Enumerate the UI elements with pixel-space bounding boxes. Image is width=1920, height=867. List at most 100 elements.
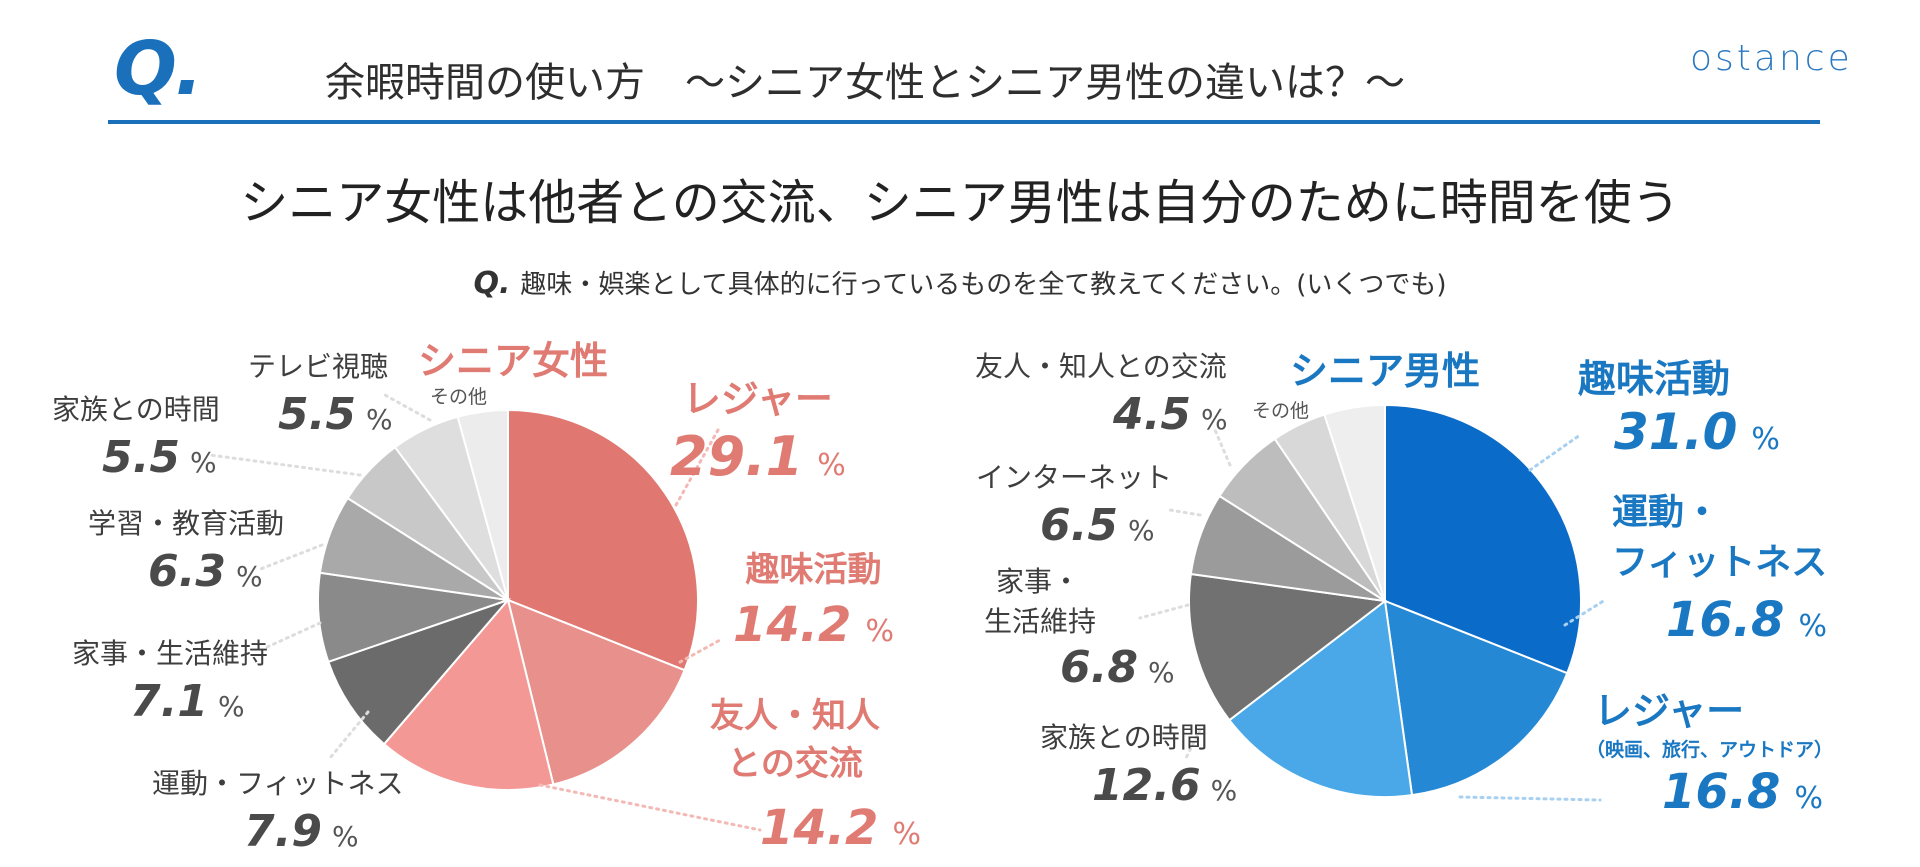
female-label-family: 家族との時間 5.5% bbox=[52, 388, 220, 483]
male-label-friends: 友人・知人との交流 4.5% bbox=[975, 345, 1228, 440]
leader-male-exercise bbox=[1563, 598, 1607, 627]
male-internet-unit: % bbox=[1127, 514, 1155, 547]
male-series-title: シニア男性 bbox=[1290, 349, 1481, 393]
female-family-unit: % bbox=[189, 446, 217, 479]
male-housework-value: 6.8 bbox=[1060, 642, 1138, 693]
leader-female-leisure bbox=[674, 428, 720, 507]
female-label-exercise: 運動・フィットネス 7.9% bbox=[152, 762, 403, 857]
leader-female-friends bbox=[538, 783, 762, 832]
male-pie-chart bbox=[1188, 403, 1582, 798]
male-label-hobby: 趣味活動 31.0% bbox=[1578, 348, 1780, 461]
male-exercise-name-2: フィットネス bbox=[1612, 542, 1828, 583]
leader-male-hobby bbox=[1528, 433, 1582, 472]
female-slice-4 bbox=[327, 597, 512, 746]
female-label-tv: テレビ視聴 5.5% bbox=[248, 345, 393, 440]
survey-question: Q. 趣味・娯楽として具体的に行っているものを全て教えてください。(いくつでも) bbox=[0, 264, 1920, 301]
female-hobby-name: 趣味活動 bbox=[745, 550, 882, 590]
male-exercise-value: 16.8 bbox=[1666, 592, 1785, 648]
male-slice-2 bbox=[1383, 599, 1569, 797]
male-housework-name-2: 生活維持 bbox=[984, 605, 1097, 638]
female-friends-value: 14.2 bbox=[760, 800, 879, 856]
female-friends-name-2: との交流 bbox=[727, 744, 863, 784]
female-tv-unit: % bbox=[365, 403, 393, 436]
leader-lines bbox=[208, 393, 1607, 832]
male-label-other: その他 bbox=[1252, 400, 1310, 422]
leader-female-housework bbox=[263, 621, 322, 650]
leader-male-housework bbox=[1138, 603, 1190, 620]
male-slice-8 bbox=[1323, 403, 1386, 602]
leader-female-hobby bbox=[678, 638, 722, 664]
female-label-learning: 学習・教育活動 6.3% bbox=[88, 502, 284, 597]
female-slice-1 bbox=[507, 408, 699, 672]
male-exercise-name-1: 運動・ bbox=[1612, 492, 1721, 533]
male-leisure-unit: % bbox=[1794, 781, 1823, 816]
male-leisure-note: （映画、旅行、アウトドア） bbox=[1586, 739, 1834, 761]
leader-male-leisure bbox=[1458, 795, 1602, 802]
leader-male-family bbox=[1183, 728, 1202, 762]
female-housework-name: 家事・生活維持 bbox=[72, 637, 269, 670]
leader-female-family bbox=[208, 453, 362, 477]
female-label-other: その他 bbox=[430, 386, 488, 408]
q-logo-mark: Q. bbox=[114, 26, 203, 112]
male-label-exercise: 運動・ フィットネス 16.8% bbox=[1612, 488, 1827, 648]
female-label-friends: 友人・知人 との交流 bbox=[710, 692, 880, 788]
leader-male-internet bbox=[1168, 508, 1202, 517]
male-hobby-value: 31.0 bbox=[1614, 403, 1738, 461]
female-series-title: シニア女性 bbox=[418, 339, 609, 383]
female-learning-name: 学習・教育活動 bbox=[88, 507, 285, 540]
female-slice-2 bbox=[506, 598, 686, 786]
male-leisure-value: 16.8 bbox=[1662, 764, 1781, 820]
male-family-value: 12.6 bbox=[1092, 760, 1201, 811]
male-exercise-unit: % bbox=[1798, 609, 1827, 644]
female-hobby-unit: % bbox=[865, 614, 894, 649]
male-housework-name-1: 家事・ bbox=[996, 565, 1081, 598]
female-slice-9 bbox=[456, 408, 509, 601]
headline: シニア女性は他者との交流、シニア男性は自分のために時間を使う bbox=[240, 175, 1680, 231]
header-divider bbox=[108, 120, 1820, 124]
female-exercise-name: 運動・フィットネス bbox=[152, 767, 404, 800]
male-label-family: 家族との時間 12.6% bbox=[1040, 716, 1237, 811]
male-internet-name: インターネット bbox=[976, 461, 1173, 494]
male-leisure-name: レジャー bbox=[1594, 689, 1745, 733]
question-mark: Q. bbox=[473, 266, 511, 301]
female-housework-unit: % bbox=[217, 690, 245, 723]
leader-female-exercise bbox=[328, 710, 370, 760]
female-label-housework: 家事・生活維持 7.1% bbox=[72, 632, 268, 727]
male-housework-unit: % bbox=[1147, 656, 1175, 689]
leader-female-learning bbox=[256, 543, 324, 572]
page-title: 余暇時間の使い方 〜シニア女性とシニア男性の違いは？〜 bbox=[325, 60, 1405, 106]
female-friends-unit: % bbox=[892, 817, 921, 852]
brand-logo: ostance bbox=[1690, 38, 1853, 79]
male-label-leisure: レジャー （映画、旅行、アウトドア） 16.8% bbox=[1586, 680, 1833, 820]
female-label-leisure: レジャー 29.1% bbox=[670, 368, 846, 488]
male-friends-unit: % bbox=[1200, 403, 1228, 436]
male-internet-value: 6.5 bbox=[1040, 500, 1118, 551]
female-tv-value: 5.5 bbox=[278, 389, 356, 440]
male-slice-4 bbox=[1188, 572, 1388, 722]
male-friends-name: 友人・知人との交流 bbox=[975, 350, 1227, 383]
leader-male-friends bbox=[1213, 428, 1232, 467]
female-friends-value-group: 14.2% bbox=[760, 800, 921, 856]
female-family-value: 5.5 bbox=[102, 432, 180, 483]
female-hobby-value: 14.2 bbox=[733, 597, 852, 653]
male-friends-value: 4.5 bbox=[1113, 389, 1191, 440]
female-pie-chart bbox=[317, 408, 699, 791]
female-exercise-value: 7.9 bbox=[244, 806, 322, 857]
male-slice-1 bbox=[1384, 403, 1582, 675]
leader-female-tv bbox=[383, 393, 432, 422]
female-learning-unit: % bbox=[235, 560, 263, 593]
male-hobby-unit: % bbox=[1751, 422, 1780, 457]
male-label-housework: 家事・ 生活維持 6.8% bbox=[984, 560, 1175, 693]
male-family-name: 家族との時間 bbox=[1040, 721, 1208, 754]
male-family-unit: % bbox=[1210, 774, 1238, 807]
female-leisure-value: 29.1 bbox=[670, 425, 804, 488]
male-slice-3 bbox=[1227, 599, 1414, 798]
female-friends-name-1: 友人・知人 bbox=[710, 696, 880, 736]
female-learning-value: 6.3 bbox=[148, 546, 226, 597]
female-housework-value: 7.1 bbox=[130, 676, 208, 727]
question-text: 趣味・娯楽として具体的に行っているものを全て教えてください。(いくつでも) bbox=[520, 270, 1447, 300]
female-exercise-unit: % bbox=[331, 820, 359, 853]
male-label-internet: インターネット 6.5% bbox=[976, 456, 1172, 551]
female-tv-name: テレビ視聴 bbox=[248, 350, 389, 383]
